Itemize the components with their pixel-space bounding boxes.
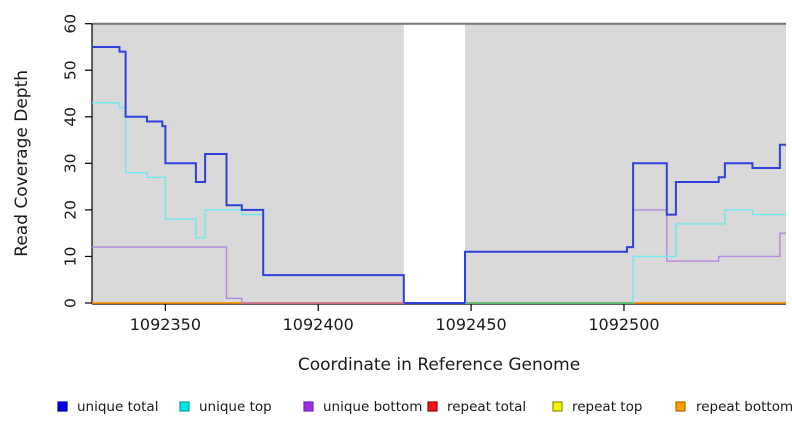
series-unique-total (92, 46, 786, 304)
x-axis-title: Coordinate in Reference Genome (298, 355, 580, 375)
legend-swatch-unique-total (57, 401, 68, 412)
legend-label: unique total (77, 399, 158, 415)
legend-swatch-repeat-bottom (675, 401, 686, 412)
series-unique-top (92, 102, 786, 304)
legend-swatch-repeat-total (427, 401, 438, 412)
x-tick-label: 1092350 (130, 315, 201, 334)
mappable-region-band (92, 23, 404, 303)
legend-swatch-repeat-top (552, 401, 563, 412)
y-axis-title: Read Coverage Depth (12, 70, 32, 257)
legend-label: repeat bottom (696, 399, 792, 415)
legend-item-repeat-top: repeat top (552, 399, 642, 415)
x-tick-label: 1092500 (588, 315, 659, 334)
legend-item-unique-top: unique top (179, 399, 272, 415)
legend-label: unique top (199, 399, 272, 415)
legend-item-repeat-bottom: repeat bottom (675, 399, 792, 415)
y-tick-label: 10 (61, 247, 79, 267)
legend-item-repeat-total: repeat total (427, 399, 526, 415)
y-tick-label: 60 (61, 14, 79, 34)
y-tick-label: 30 (61, 153, 79, 173)
y-tick-label: 50 (61, 60, 79, 80)
legend-item-unique-bottom: unique bottom (303, 399, 422, 415)
legend-swatch-unique-bottom (303, 401, 314, 412)
legend-label: unique bottom (323, 399, 422, 415)
y-tick-label: 40 (61, 107, 79, 127)
x-tick-label: 1092400 (283, 315, 354, 334)
y-tick-label: 0 (61, 298, 79, 308)
legend-label: repeat total (447, 399, 526, 415)
legend-item-unique-total: unique total (57, 399, 158, 415)
legend-label: repeat top (572, 399, 642, 415)
legend-swatch-unique-top (179, 401, 190, 412)
y-tick-label: 20 (61, 200, 79, 220)
x-tick-label: 1092450 (435, 315, 506, 334)
